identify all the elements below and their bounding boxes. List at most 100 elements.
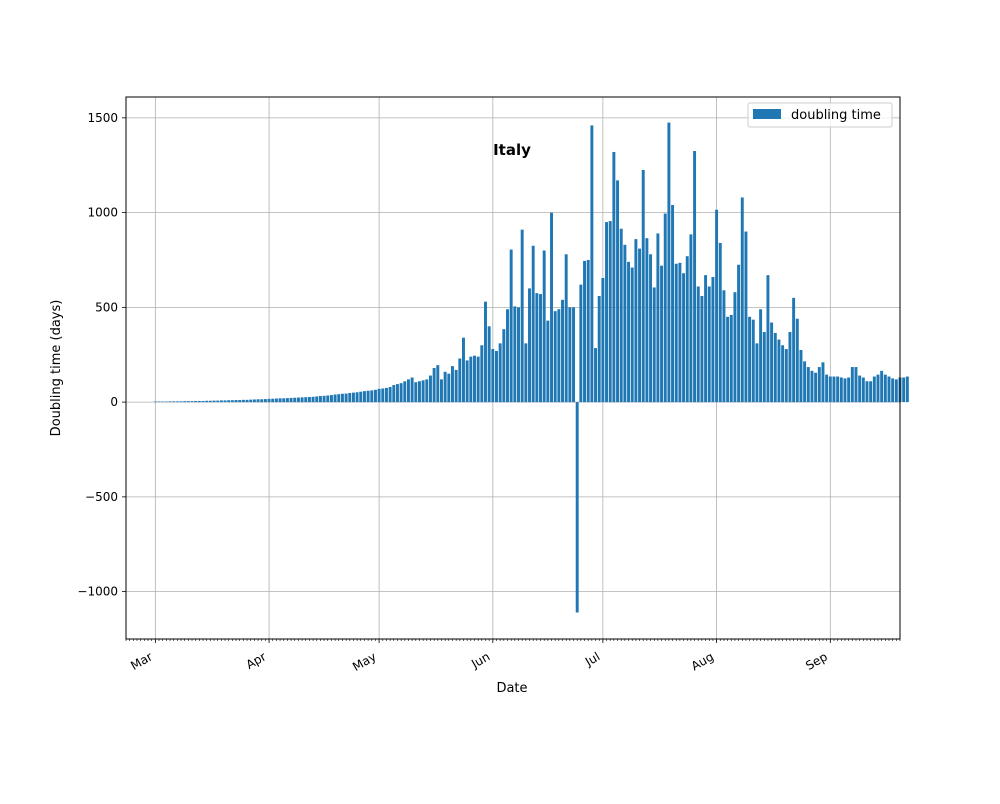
bar [381, 388, 385, 403]
bar [839, 377, 843, 403]
x-axis-label: Date [496, 681, 527, 696]
bar [755, 343, 759, 403]
bar [462, 337, 465, 403]
bar [744, 231, 748, 403]
bar [190, 401, 194, 403]
bar [351, 392, 355, 403]
bar [528, 288, 531, 403]
bar [436, 365, 440, 403]
bar [542, 250, 546, 403]
bar [623, 244, 627, 403]
bar [766, 275, 770, 403]
bar [377, 388, 381, 403]
bar [715, 209, 719, 403]
bar [447, 373, 451, 403]
bar [751, 319, 755, 403]
bar [612, 151, 616, 403]
bar [230, 400, 234, 403]
bar [700, 295, 704, 403]
bar [476, 356, 480, 403]
bar [304, 397, 308, 403]
bar [902, 377, 906, 403]
bar [406, 379, 410, 403]
bar [212, 400, 216, 403]
bar [451, 366, 454, 403]
bar [417, 381, 421, 403]
bar [274, 398, 278, 403]
bar [238, 400, 242, 403]
bar [186, 401, 190, 403]
bar [307, 396, 311, 403]
bar [495, 350, 498, 403]
bar [344, 393, 348, 403]
legend-label: doubling time [791, 108, 881, 123]
bar [311, 396, 315, 403]
bar [759, 309, 763, 403]
bar [711, 277, 715, 403]
bar [183, 401, 187, 403]
bar [161, 401, 165, 403]
bar [905, 376, 909, 403]
bar [575, 402, 579, 613]
bar [329, 395, 333, 403]
bar [572, 307, 575, 403]
bar [223, 400, 227, 403]
bar [869, 381, 873, 403]
bar [836, 376, 840, 403]
bar [803, 361, 807, 403]
bar [707, 286, 711, 403]
bar [817, 367, 821, 403]
bar [517, 307, 520, 403]
bar [894, 379, 898, 403]
bar [788, 331, 792, 403]
bar [667, 122, 671, 403]
bar [531, 245, 535, 403]
bar [256, 399, 260, 403]
bar [333, 394, 337, 403]
bar [729, 314, 733, 403]
bar [825, 374, 829, 403]
bar [656, 233, 660, 403]
bar [219, 400, 223, 403]
bar [326, 395, 330, 403]
bar [469, 356, 473, 403]
bar [865, 381, 869, 403]
bar [586, 259, 590, 403]
bar [366, 390, 370, 403]
bar [718, 242, 722, 403]
bar [535, 293, 539, 403]
bar [208, 400, 212, 403]
bar [579, 284, 583, 403]
bar [370, 390, 374, 403]
bar [748, 316, 752, 403]
bar [704, 275, 708, 403]
bar [480, 345, 484, 403]
bar [201, 400, 205, 403]
bar [484, 301, 487, 403]
bar [619, 228, 623, 403]
bar [520, 229, 524, 403]
bar [340, 393, 344, 403]
bar [337, 394, 341, 403]
bar [685, 256, 689, 403]
bar [777, 339, 781, 403]
bar [795, 318, 799, 403]
y-tick-label: 1500 [87, 111, 118, 125]
bar [348, 393, 352, 403]
bar [550, 212, 553, 403]
bar [392, 385, 396, 403]
bar [887, 376, 891, 403]
bar [399, 383, 403, 403]
bar [289, 397, 293, 403]
bar [557, 309, 561, 403]
bar [663, 213, 667, 403]
bar [843, 378, 847, 403]
bar [645, 238, 649, 403]
bar [278, 398, 282, 403]
bar [583, 260, 586, 403]
bar [168, 401, 172, 403]
bar [832, 376, 836, 403]
bar [458, 358, 462, 403]
legend: doubling time [747, 102, 893, 128]
